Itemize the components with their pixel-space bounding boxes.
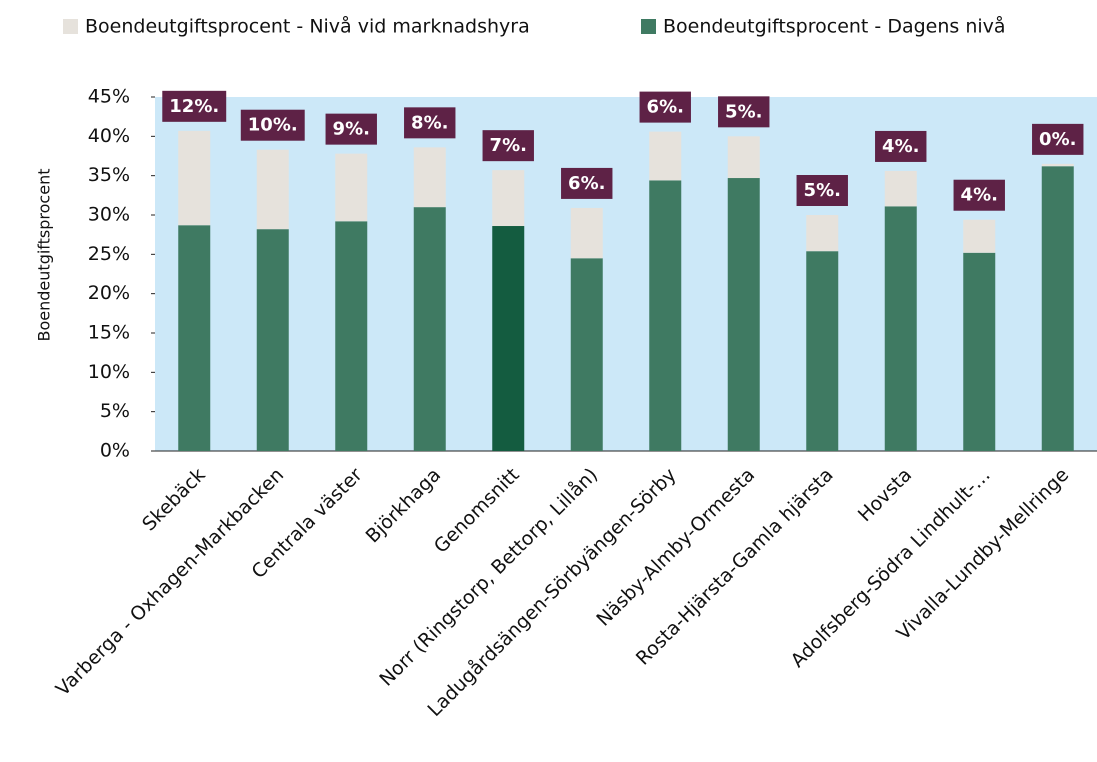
y-tick-label: 5% [100,400,130,422]
bar-segment [256,229,289,451]
bar-segment [256,149,289,230]
y-tick-label: 0% [100,440,130,462]
legend-label: Boendeutgiftsprocent - Dagens nivå [663,15,1006,38]
bar-segment [963,252,996,451]
bar-segment [413,207,446,451]
value-label: 10%. [248,115,298,136]
bar-segment [492,170,525,227]
y-tick-label: 45% [88,86,130,108]
value-label: 6%. [647,97,684,118]
bar-segment [178,225,211,451]
y-tick-label: 30% [88,204,130,226]
value-label: 5%. [804,180,841,201]
bar-segment [806,251,839,451]
value-label-box [482,130,534,162]
y-tick-label: 40% [88,125,130,147]
y-tick-label: 15% [88,322,130,344]
bar-segment [806,215,839,252]
bar-segment [884,170,917,207]
value-label: 9%. [333,119,370,140]
legend-swatch [63,19,78,34]
value-label: 8%. [411,112,448,133]
y-tick-label: 20% [88,282,130,304]
value-label: 4%. [882,136,919,157]
legend-label: Boendeutgiftsprocent - Nivå vid marknads… [85,15,530,38]
bar-segment [727,178,760,451]
value-label-box [561,167,613,199]
plot-area [155,97,1097,451]
value-label-box [325,113,377,145]
value-label: 12%. [169,96,219,117]
value-label: 5%. [725,101,762,122]
value-label: 6%. [568,173,605,194]
x-tick-label: Hovsta [854,464,916,526]
bar-segment [727,136,760,179]
bar-segment [492,226,525,451]
value-label: 7%. [490,135,527,156]
value-label-box [796,175,848,206]
bar-segment [178,130,211,226]
bar-segment [1041,166,1074,451]
value-label-box [162,90,227,122]
bar-segment [649,131,682,181]
value-label-box [639,91,691,123]
bar-segment [570,258,603,451]
bar-segment [963,219,996,253]
bar-segment [570,207,603,259]
value-label-box [240,109,305,141]
value-label-box [953,179,1005,211]
y-axis-label: Boendeutgiftsprocent [35,169,54,342]
value-label-box [404,107,456,139]
bar-segment [335,153,368,222]
bar-segment [335,221,368,451]
x-tick-label: Näsby-Almby-Ormesta [592,464,759,631]
x-tick-label: Skebäck [138,464,210,536]
value-label-box [875,130,927,162]
bar-segment [884,206,917,451]
y-tick-label: 25% [88,243,130,265]
value-label-box [718,96,770,128]
value-label: 4%. [961,185,998,206]
legend-swatch [641,19,656,34]
y-tick-label: 10% [88,361,130,383]
value-label: 0%. [1039,129,1076,150]
x-tick-label: Björkhaga [362,464,446,548]
bar-segment [1041,163,1074,167]
value-label-box [1032,123,1084,155]
bar-segment [413,147,446,208]
y-tick-label: 35% [88,164,130,186]
bar-segment [649,180,682,452]
